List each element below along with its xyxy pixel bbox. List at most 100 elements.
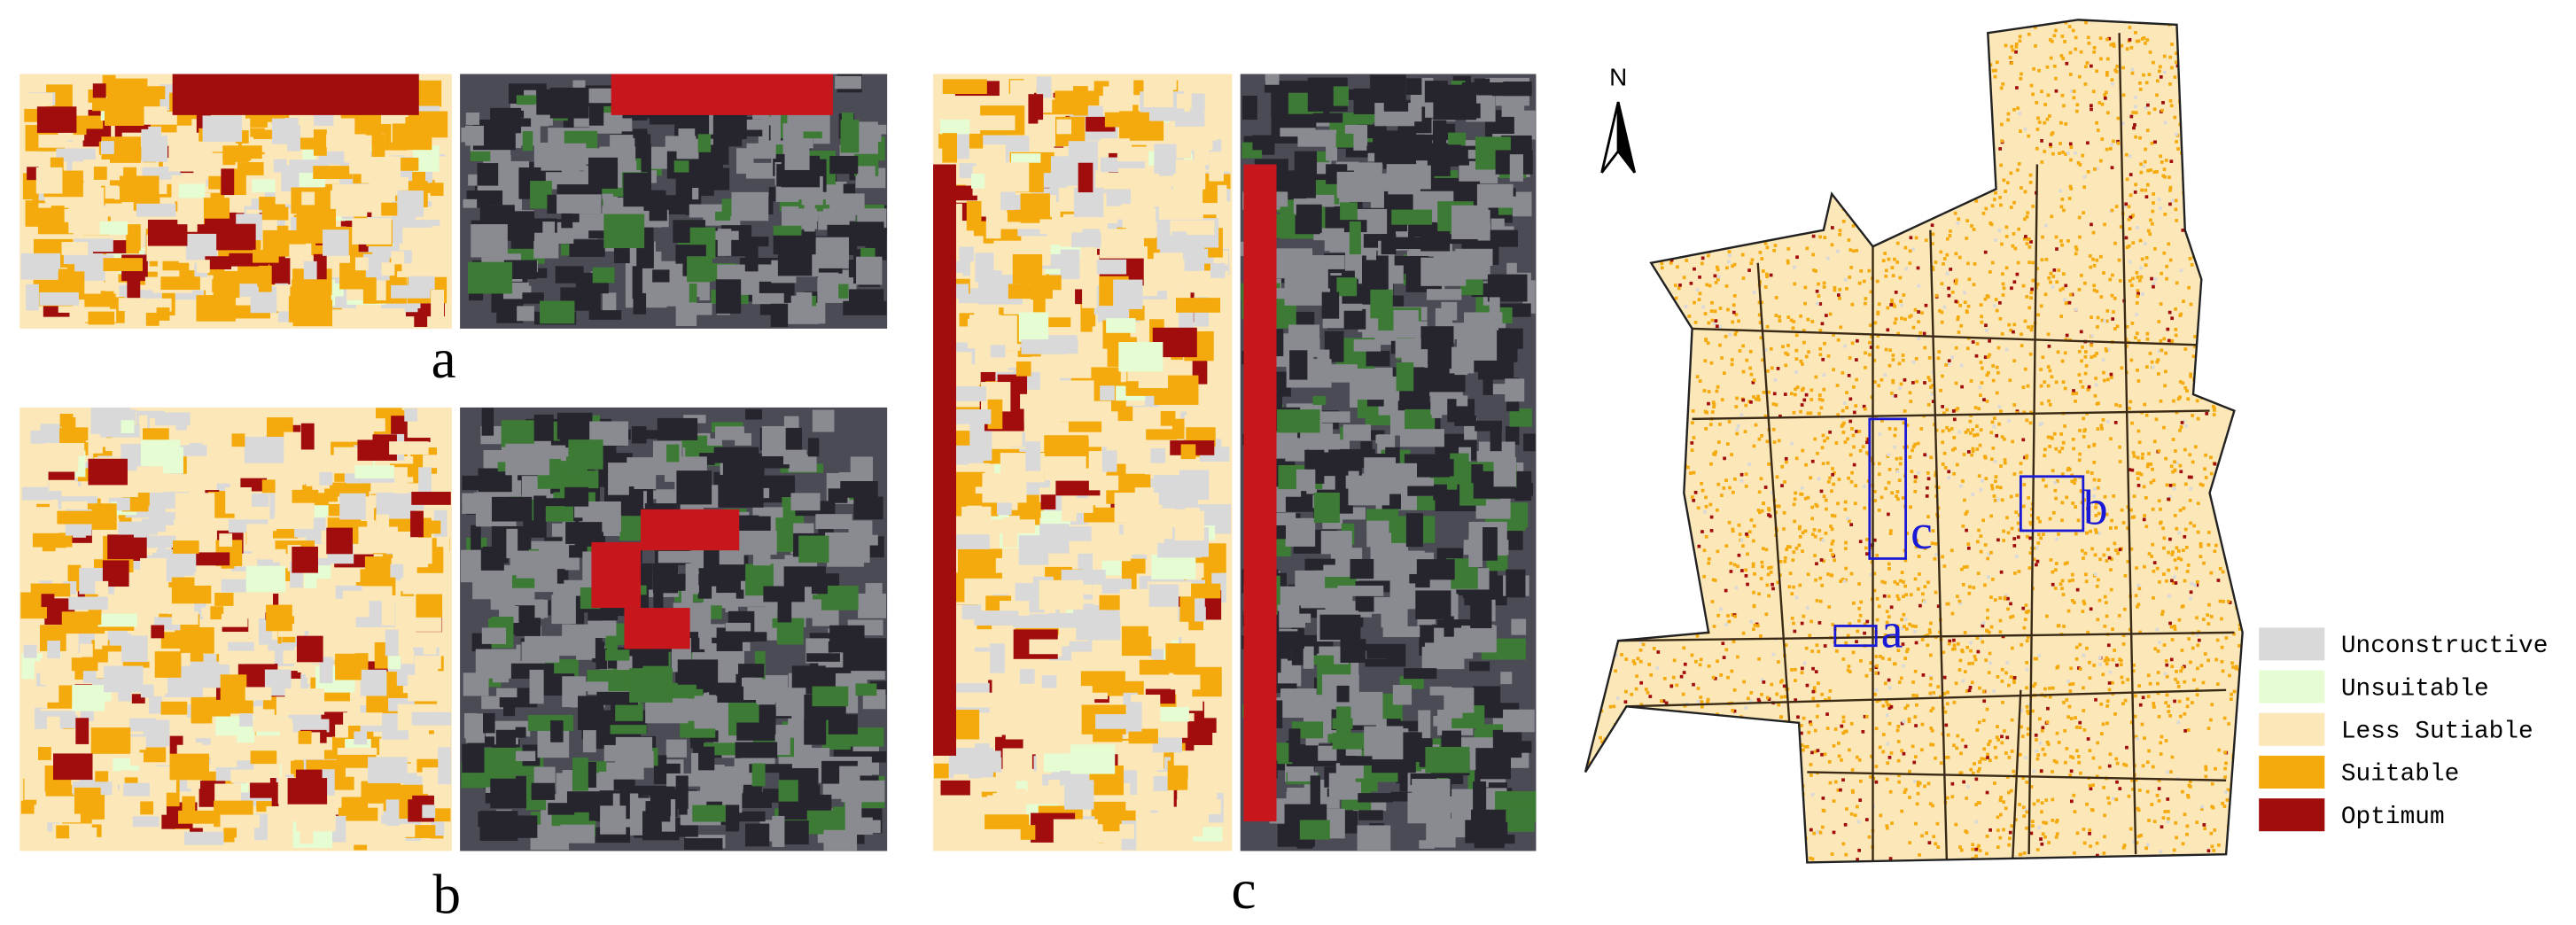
aerial-block (1426, 289, 1462, 300)
aerial-block (1487, 274, 1528, 302)
grid-cell (154, 412, 195, 426)
aerial-block (774, 734, 790, 755)
map-cell (1719, 815, 1724, 819)
aerial-block (1505, 378, 1525, 402)
map-cell (2062, 298, 2066, 302)
aerial-block (1375, 434, 1387, 444)
map-cell (1887, 562, 1891, 566)
map-cell (2175, 461, 2179, 465)
map-cell (1695, 584, 1699, 588)
grid-cell (107, 95, 121, 122)
grid-cell (1071, 232, 1101, 248)
grid-cell (237, 162, 264, 175)
map-cell (2168, 202, 2172, 206)
map-cell (1587, 514, 1592, 517)
map-cell (1686, 822, 1690, 827)
map-cell (1956, 317, 1960, 322)
aerial-block (751, 292, 784, 305)
map-cell (2069, 799, 2074, 804)
map-cell (1579, 439, 1583, 443)
map-cell (1983, 297, 1988, 301)
map-cell (1773, 203, 1778, 206)
map-cell (1617, 599, 1622, 603)
map-cell (1744, 726, 1748, 730)
grid-cell (954, 128, 969, 159)
map-cell (2069, 187, 2074, 190)
map-cell (2122, 762, 2126, 766)
map-cell (2235, 665, 2238, 669)
map-cell (2089, 529, 2092, 533)
map-cell (2147, 111, 2152, 115)
map-cell (1908, 315, 1911, 319)
map-cell (1778, 414, 1782, 418)
map-cell (1620, 166, 1624, 170)
map-cell (2199, 664, 2204, 667)
map-cell (2174, 821, 2178, 825)
aerial-block (748, 237, 769, 247)
aerial-block (783, 449, 807, 465)
aerial-image (1240, 74, 1537, 851)
map-cell (2078, 866, 2082, 869)
aerial-block (715, 279, 742, 314)
grid-cell (418, 467, 432, 494)
grid-cell (113, 585, 141, 611)
grid-cell (1004, 719, 1020, 735)
map-cell (1667, 779, 1670, 782)
aerial-block (772, 815, 785, 848)
aerial-block (798, 535, 829, 564)
map-cell (1607, 462, 1612, 466)
grid-cell (1139, 659, 1170, 675)
map-cell (2006, 596, 2010, 601)
grid-cell (39, 291, 79, 306)
map-cell (1953, 447, 1957, 451)
aerial-block (522, 131, 533, 152)
map-cell (2213, 828, 2217, 832)
map-cell (1640, 560, 1644, 564)
map-cell (2212, 44, 2216, 49)
grid-cell (261, 206, 289, 221)
grid-cell (982, 473, 1027, 503)
grid-cell (1019, 669, 1035, 684)
grid-cell (376, 514, 390, 528)
aerial-block (687, 256, 712, 283)
map-cell (2197, 200, 2201, 205)
map-cell (1684, 530, 1688, 534)
grid-cell (234, 837, 261, 851)
grid-cell (90, 187, 105, 214)
map-cell (1674, 742, 1677, 746)
map-cell (1908, 841, 1912, 844)
map-cell (2102, 553, 2106, 557)
map-cell (2008, 378, 2012, 383)
grid-cell (116, 497, 130, 511)
map-cell (1610, 206, 1615, 210)
grid-cell (1112, 540, 1157, 555)
map-cell (2097, 532, 2101, 535)
map-cell (1635, 232, 1638, 236)
map-cell (1685, 571, 1689, 575)
map-cell (1810, 517, 1815, 521)
map-cell (2145, 337, 2150, 341)
grid-cell (37, 747, 51, 760)
map-cell (1615, 300, 1620, 304)
map-cell (1955, 746, 1959, 750)
aerial-block (1280, 688, 1305, 719)
map-cell (1669, 260, 1673, 265)
map-cell (1847, 476, 1850, 480)
aerial-block (818, 272, 839, 302)
map-cell (1920, 748, 1924, 752)
aerial-block (632, 266, 642, 299)
map-cell (1817, 184, 1821, 189)
map-cell (2071, 579, 2075, 582)
map-cell (1715, 796, 1719, 800)
aerial-block (1468, 661, 1490, 672)
map-cell (1735, 396, 1739, 400)
aerial-block (623, 173, 651, 207)
map-cell (1841, 778, 1845, 782)
map-cell (2221, 801, 2225, 805)
map-cell (1636, 657, 1640, 661)
map-cell (2152, 60, 2155, 65)
aerial-block (517, 306, 534, 322)
grid-cell (410, 510, 424, 538)
map-cell (1733, 223, 1738, 228)
map-cell (1619, 861, 1623, 863)
